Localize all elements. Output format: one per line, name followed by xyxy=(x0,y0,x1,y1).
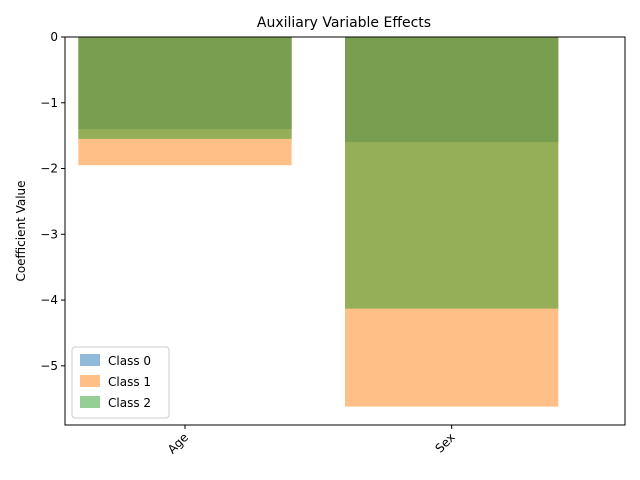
y-axis-label: Coefficient Value xyxy=(14,180,28,281)
y-tick-label: −2 xyxy=(40,162,58,176)
y-tick-label: 0 xyxy=(50,30,58,44)
x-tick-label: Age xyxy=(165,430,191,456)
legend-label: Class 0 xyxy=(108,354,151,368)
y-tick-label: −1 xyxy=(40,96,58,110)
y-tick-label: −3 xyxy=(40,227,58,241)
bars-layer xyxy=(78,37,559,407)
x-axis: Age Sex xyxy=(165,425,458,457)
legend-swatch xyxy=(80,396,100,408)
y-axis: 0 −1 −2 −3 −4 −5 xyxy=(40,30,65,373)
legend-swatch xyxy=(80,375,100,387)
x-tick-label: Sex xyxy=(432,430,457,455)
legend-swatch xyxy=(80,354,100,366)
bar-series-2-sex xyxy=(345,37,559,309)
legend: Class 0 Class 1 Class 2 xyxy=(71,346,170,419)
chart-title: Auxiliary Variable Effects xyxy=(257,15,431,31)
legend-label: Class 1 xyxy=(108,375,151,389)
plot-frame xyxy=(64,36,626,426)
bar-series-2-age xyxy=(78,37,292,139)
y-tick-label: −4 xyxy=(40,293,58,307)
y-tick-label: −5 xyxy=(40,359,58,373)
legend-label: Class 2 xyxy=(108,396,151,410)
